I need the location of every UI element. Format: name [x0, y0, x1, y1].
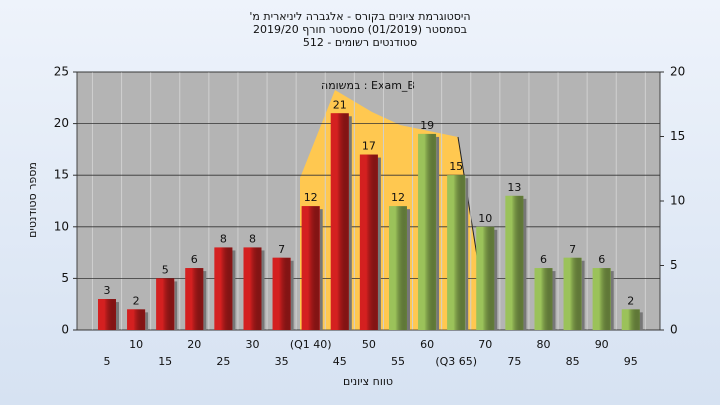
value-label: 8: [220, 232, 227, 245]
x-tick-label: 10: [129, 338, 143, 351]
x-tick-label: 60: [420, 338, 434, 351]
x-tick-label: (Q1 40): [290, 338, 332, 351]
value-label: 5: [162, 263, 169, 276]
bar-shade: [330, 113, 349, 330]
x-tick-label: 30: [246, 338, 260, 351]
value-label: 10: [478, 212, 492, 225]
bar-shade: [272, 257, 291, 330]
bar-shade: [185, 268, 204, 330]
value-label: 7: [569, 243, 576, 256]
bar-shade: [534, 268, 553, 330]
bar-shade: [418, 133, 437, 330]
value-label: 19: [420, 119, 434, 132]
x-tick-label: 25: [216, 355, 230, 368]
bar-shade: [301, 206, 320, 330]
value-label: 6: [540, 253, 547, 266]
chart-subtitle: בסמסטר (01/2019) סמסטר חורף 2019/20: [253, 23, 467, 36]
bar-shade: [214, 247, 233, 330]
y-tick-label: 5: [61, 271, 69, 285]
value-label: 2: [627, 294, 634, 307]
value-label: 6: [598, 253, 605, 266]
y-tick-label: 10: [54, 219, 69, 233]
y-axis-label: מספר סטודנטים: [26, 162, 39, 238]
x-tick-label: 20: [187, 338, 201, 351]
bar-shade: [476, 226, 495, 330]
y2-tick-label: 0: [670, 323, 678, 337]
value-label: 8: [249, 232, 256, 245]
bar-shade: [243, 247, 262, 330]
y-tick-label: 15: [54, 168, 69, 182]
y-tick-label: 20: [54, 116, 69, 130]
bar-shade: [389, 206, 407, 330]
value-label: 17: [362, 140, 376, 153]
x-tick-label: 50: [362, 338, 376, 351]
y2-tick-label: 5: [670, 258, 678, 272]
value-label: 13: [507, 181, 521, 194]
value-label: 12: [304, 191, 318, 204]
chart-subtitle: סטודנטים רשומים - 512: [303, 36, 417, 49]
y2-tick-label: 15: [670, 129, 685, 143]
x-tick-label: 80: [537, 338, 551, 351]
bar-shade: [592, 268, 611, 330]
bar-shade: [359, 154, 378, 330]
bar-shade: [447, 175, 466, 330]
value-label: 3: [104, 284, 111, 297]
value-label: 7: [278, 243, 285, 256]
bar-shade: [505, 195, 524, 330]
x-tick-label: 75: [507, 355, 521, 368]
x-tick-label: 5: [104, 355, 111, 368]
x-tick-label: 55: [391, 355, 405, 368]
x-tick-label: 35: [275, 355, 289, 368]
value-label: 2: [133, 294, 140, 307]
value-label: 21: [333, 98, 347, 111]
x-tick-label: 95: [624, 355, 638, 368]
x-tick-label: 45: [333, 355, 347, 368]
value-label: 12: [391, 191, 405, 204]
x-tick-label: 70: [478, 338, 492, 351]
x-axis-label: טווח ציונים: [343, 375, 393, 388]
y2-tick-label: 20: [670, 65, 685, 79]
bar-shade: [156, 278, 175, 330]
chart-title: היסטוגרמת ציונים בקורס - אלגברה ליניארית…: [249, 10, 470, 23]
x-tick-label: (Q3 65): [435, 355, 477, 368]
bar-shade: [127, 309, 146, 330]
value-label: 15: [449, 160, 463, 173]
bar-shade: [98, 299, 116, 330]
y2-tick-label: 10: [670, 194, 685, 208]
annotation: במשומה : Exam_B: [321, 79, 415, 92]
y-tick-label: 0: [61, 323, 69, 337]
bar-shade: [563, 257, 582, 330]
bar-shade: [621, 309, 640, 330]
x-tick-label: 85: [566, 355, 580, 368]
value-label: 6: [191, 253, 198, 266]
x-tick-label: 90: [595, 338, 609, 351]
y-tick-label: 25: [54, 65, 69, 79]
x-tick-label: 15: [158, 355, 172, 368]
